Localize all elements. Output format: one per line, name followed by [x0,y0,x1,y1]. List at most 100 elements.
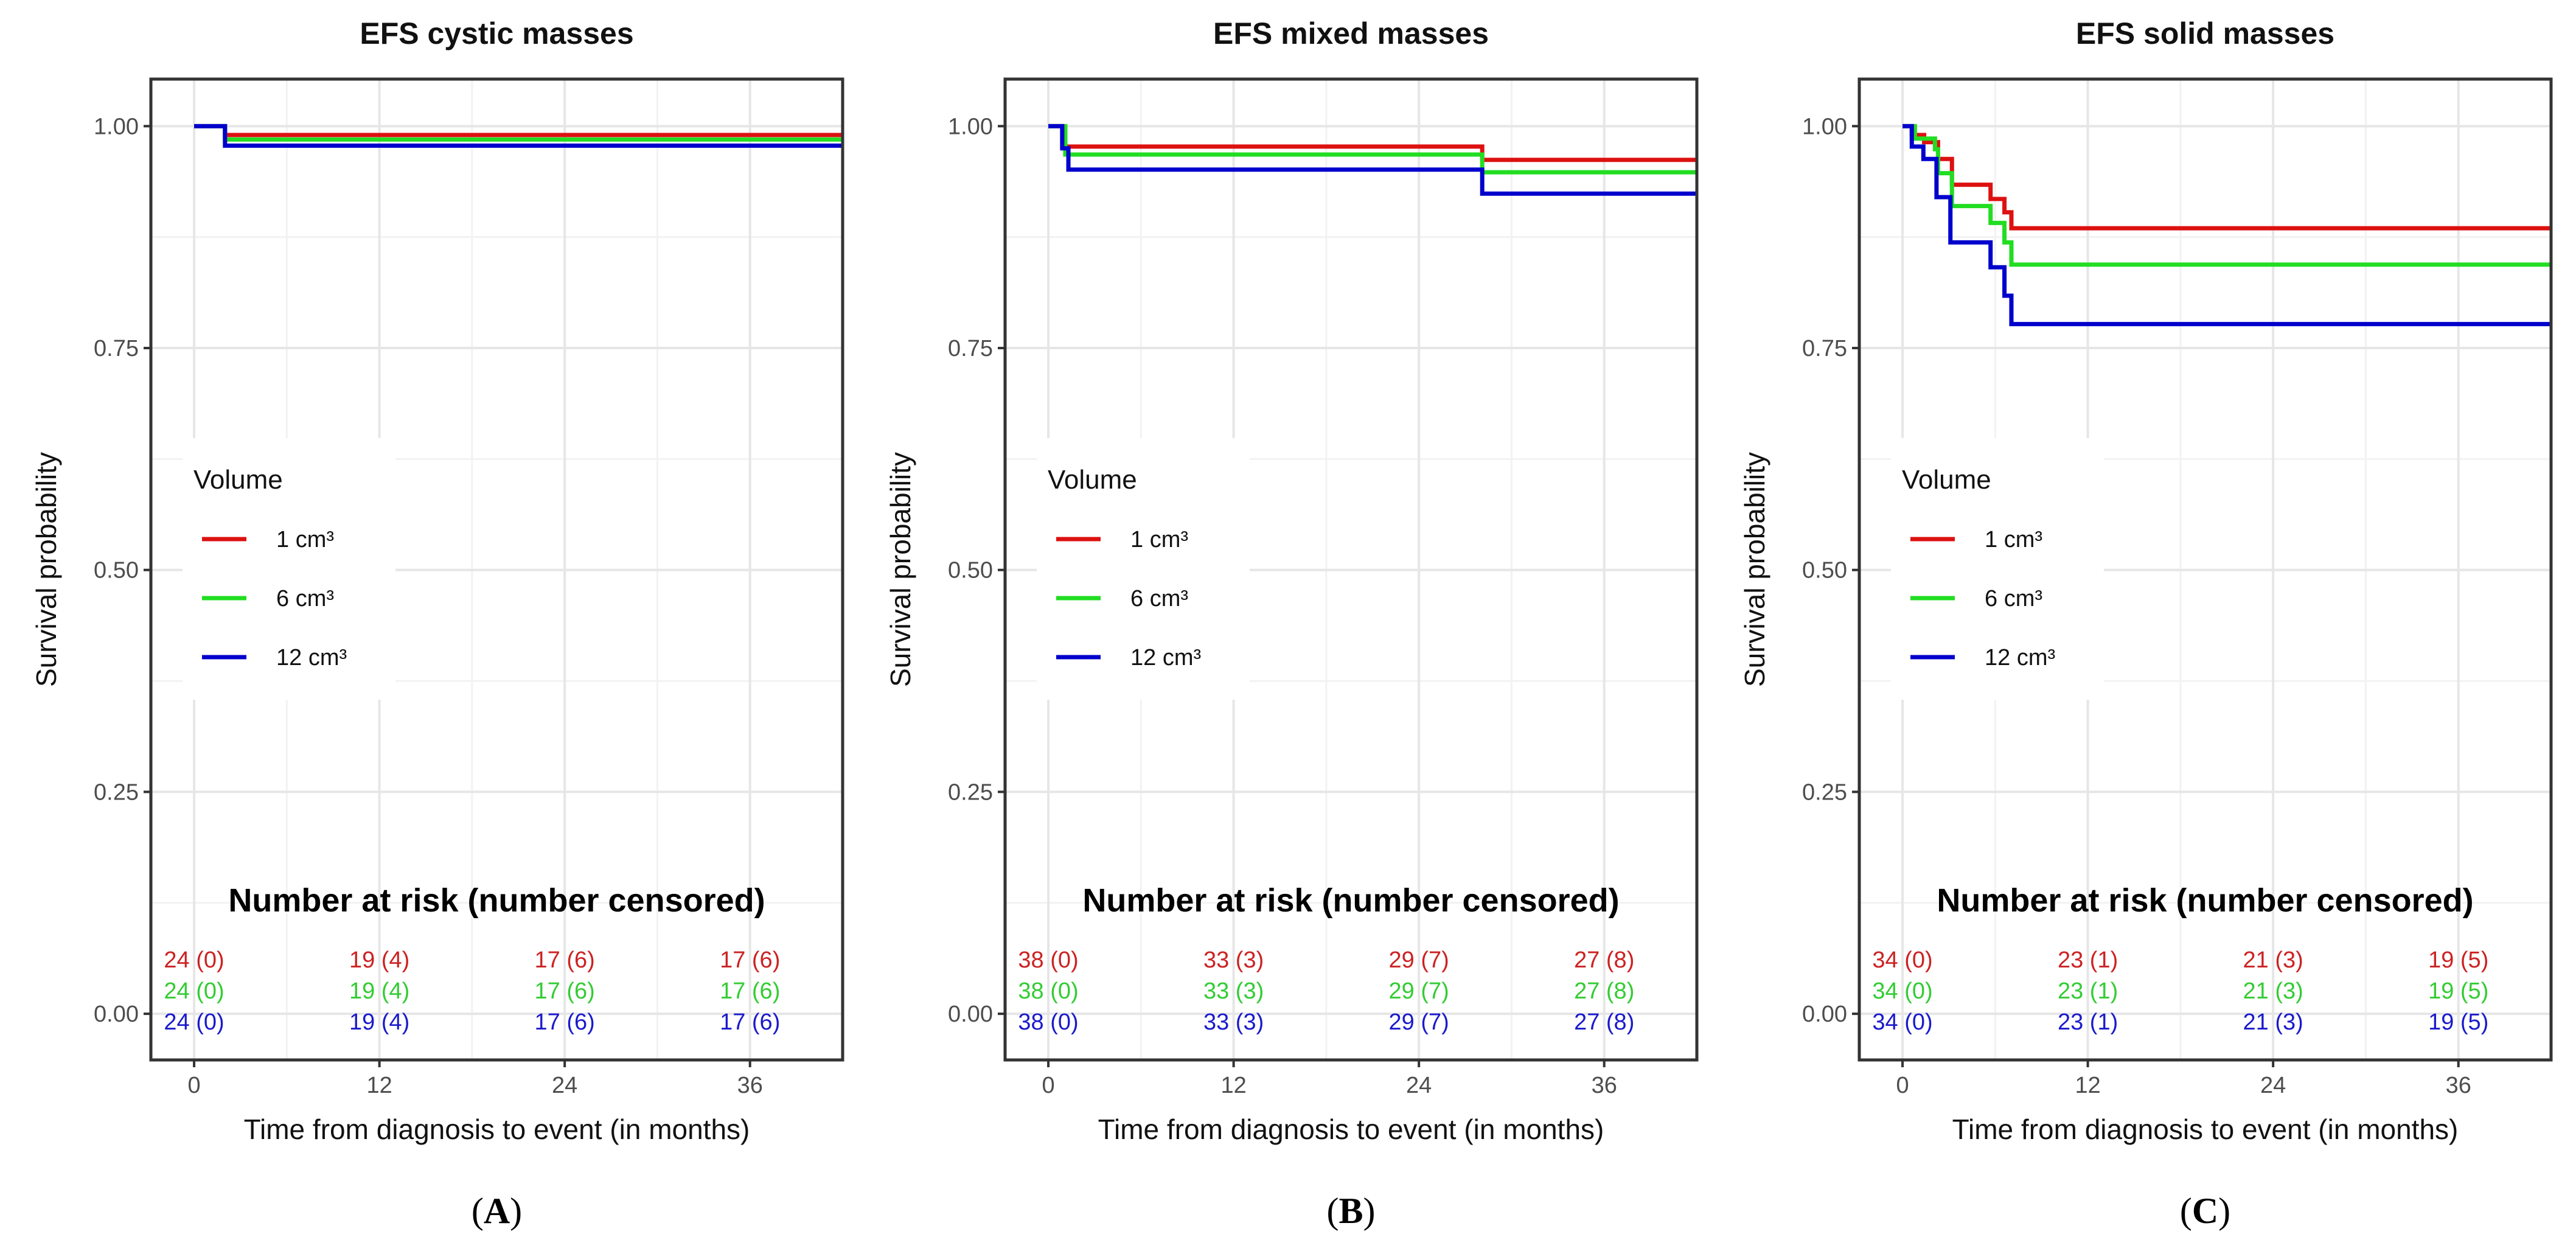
risk-table-cell: 23 (1) [2058,947,2118,973]
risk-table-cell: 21 (3) [2243,947,2303,973]
y-tick-label: 0.25 [948,779,993,805]
risk-table-cell: 19 (5) [2428,947,2488,973]
x-tick-label: 36 [1592,1073,1617,1098]
panel-paren-open: ( [2180,1191,2192,1231]
legend-label: 6 cm³ [1985,586,2042,612]
panel-paren-close: ) [1363,1191,1376,1231]
y-tick-label: 0.75 [1802,336,1847,361]
risk-table-cell: 17 (6) [720,947,780,973]
panel-paren-open: ( [472,1191,484,1231]
chart-title: EFS cystic masses [360,16,633,51]
y-axis-label: Survival probability [30,452,62,687]
risk-table-cell: 17 (6) [720,978,780,1004]
risk-table-cell: 34 (0) [1872,947,1932,973]
risk-table-title: Number at risk (number censored) [1082,882,1619,919]
risk-table-cell: 29 (7) [1389,978,1449,1004]
x-tick-label: 12 [2075,1073,2100,1098]
survival-curve-12cm [1902,124,2551,327]
y-axis-label: Survival probability [885,452,916,687]
risk-table-cell: 34 (0) [1872,978,1932,1004]
panel-label: (A) [472,1191,522,1231]
legend-label: 1 cm³ [1985,527,2042,552]
legend: Volume 1 cm³ 6 cm³ 12 cm³ [183,438,395,700]
legend-label: 1 cm³ [1130,527,1188,552]
risk-table-cell: 27 (8) [1574,1009,1634,1035]
risk-table-cell: 24 (0) [164,1009,224,1035]
risk-table-title: Number at risk (number censored) [228,882,765,919]
y-tick-label: 0.50 [948,558,993,584]
y-tick-label: 1.00 [948,114,993,139]
risk-table-cell: 33 (3) [1203,947,1264,973]
risk-table-cell: 27 (8) [1574,947,1634,973]
panel-b: Volume 1 cm³ 6 cm³ 12 cm³ Number at risk (nu… [885,16,1699,1231]
x-tick-label: 12 [366,1073,392,1098]
legend-label: 12 cm³ [1985,645,2055,671]
legend-title: Volume [1902,465,1991,495]
panel-label: (C) [2180,1191,2230,1231]
risk-table-cell: 33 (3) [1203,1009,1264,1035]
legend: Volume 1 cm³ 6 cm³ 12 cm³ [1891,438,2104,700]
x-axis-label: Time from diagnosis to event (in months) [1098,1113,1604,1145]
x-tick-label: 24 [2260,1073,2286,1098]
panel-c: Volume 1 cm³ 6 cm³ 12 cm³ Number at risk (nu… [1739,16,2553,1231]
y-tick-label: 0.50 [94,558,139,584]
legend-label: 12 cm³ [276,645,347,671]
risk-table-cell: 27 (8) [1574,978,1634,1004]
risk-table-cell: 17 (6) [720,1009,780,1035]
risk-table-cell: 19 (4) [349,978,409,1004]
risk-table-cell: 29 (7) [1389,1009,1449,1035]
panel-letter: C [2192,1191,2218,1231]
legend-label: 12 cm³ [1130,645,1201,671]
risk-table-cell: 24 (0) [164,947,224,973]
risk-table-cell: 17 (6) [535,978,595,1004]
risk-table-cell: 33 (3) [1203,978,1264,1004]
y-tick-label: 1.00 [94,114,139,139]
gridlines [1005,79,1697,1060]
risk-table-cell: 38 (0) [1018,1009,1078,1035]
risk-table-cell: 21 (3) [2243,978,2303,1004]
legend-label: 6 cm³ [276,586,334,612]
risk-table-cell: 19 (5) [2428,1009,2488,1035]
survival-curve-12cm [194,124,843,148]
legend-title: Volume [1048,465,1137,495]
risk-table-cell: 29 (7) [1389,947,1449,973]
chart-title: EFS mixed masses [1213,16,1489,51]
legend: Volume 1 cm³ 6 cm³ 12 cm³ [1037,438,1250,700]
survival-curve-12cm [1048,124,1697,196]
y-tick-label: 1.00 [1802,114,1847,139]
risk-table-cell: 17 (6) [535,1009,595,1035]
x-tick-label: 0 [1896,1073,1909,1098]
x-tick-label: 24 [1406,1073,1432,1098]
panel-letter: B [1338,1191,1363,1231]
y-tick-label: 0.00 [1802,1002,1847,1027]
x-tick-label: 24 [552,1073,577,1098]
survival-curve-6cm [1902,124,2551,267]
legend-label: 1 cm³ [276,527,334,552]
panel-paren-close: ) [510,1191,522,1231]
risk-table-title: Number at risk (number censored) [1937,882,2473,919]
panel-paren-close: ) [2218,1191,2230,1231]
x-axis-label: Time from diagnosis to event (in months) [244,1113,750,1145]
y-tick-label: 0.50 [1802,558,1847,584]
x-axis-label: Time from diagnosis to event (in months) [1952,1113,2459,1145]
risk-table-cell: 24 (0) [164,978,224,1004]
panel-letter: A [484,1191,510,1231]
x-tick-label: 36 [737,1073,763,1098]
risk-table-cell: 19 (4) [349,947,409,973]
y-tick-label: 0.00 [948,1002,993,1027]
x-tick-label: 0 [187,1073,200,1098]
panel-a: Volume 1 cm³ 6 cm³ 12 cm³ Number at risk (nu… [30,16,844,1231]
y-tick-label: 0.75 [948,336,993,361]
x-tick-label: 0 [1042,1073,1054,1098]
y-tick-label: 0.25 [94,779,139,805]
risk-table-cell: 23 (1) [2058,978,2118,1004]
legend-label: 6 cm³ [1130,586,1188,612]
risk-table-cell: 19 (4) [349,1009,409,1035]
risk-table-cell: 21 (3) [2243,1009,2303,1035]
legend-title: Volume [193,465,283,495]
chart-title: EFS solid masses [2076,16,2334,51]
x-tick-label: 36 [2446,1073,2471,1098]
risk-table-cell: 34 (0) [1872,1009,1932,1035]
panel-paren-open: ( [1327,1191,1339,1231]
